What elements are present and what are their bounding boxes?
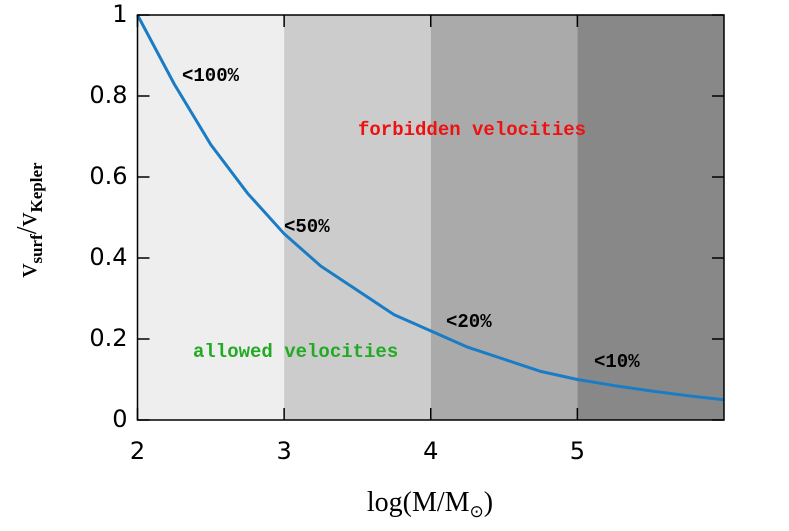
y-tick-label: 1 (112, 0, 127, 28)
x-tick-label: 2 (130, 437, 145, 465)
x-tick-label: 5 (570, 437, 585, 465)
x-axis-label-part: log(M/M (367, 487, 470, 518)
line (136, 14, 725, 402)
y-axis-label-part: v (12, 264, 43, 278)
band (577, 15, 724, 420)
annotation: <20% (446, 311, 492, 333)
annotation: <10% (594, 351, 640, 373)
x-axis-label-part: ) (484, 487, 493, 518)
y-tick-label: 0.4 (89, 243, 127, 271)
y-tick-label: 0 (112, 405, 127, 433)
band (137, 15, 285, 420)
y-axis-label: vsurf/vKepler (12, 162, 45, 278)
x-axis-label: log(M/M⊙) (367, 487, 493, 520)
y-tick-label: 0.8 (89, 81, 127, 109)
y-axis-label-part: /v (12, 212, 43, 234)
x-tick-label: 4 (423, 437, 438, 465)
x-axis-label-part: ⊙ (470, 502, 484, 521)
x-tick-label: 3 (276, 437, 291, 465)
forbidden-label: forbidden velocities (358, 119, 586, 141)
y-tick-label: 0.2 (89, 324, 127, 352)
bands (137, 15, 724, 420)
allowed-label: allowed velocities (193, 341, 398, 363)
y-tick-label: 0.6 (89, 162, 127, 190)
annotation: <50% (284, 216, 330, 238)
annotation: <100% (182, 65, 240, 87)
y-axis-label-part: Kepler (27, 162, 46, 212)
band (284, 15, 431, 420)
y-axis-label-part: surf (27, 234, 46, 264)
band (430, 15, 578, 420)
